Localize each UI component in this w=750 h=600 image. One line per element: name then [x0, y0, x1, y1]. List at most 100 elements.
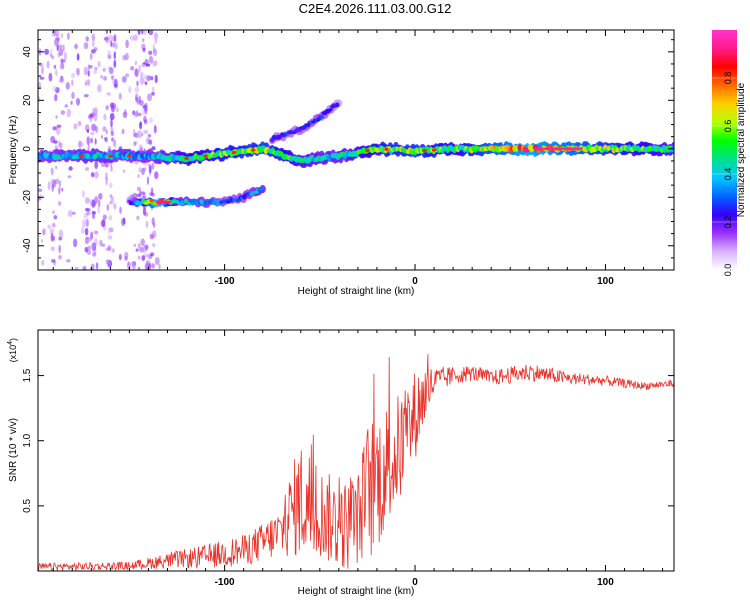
- spectrogram-xlabel: Height of straight line (km): [298, 286, 415, 297]
- noise-speck: [109, 182, 113, 189]
- colorbar-tick-label: 0.4: [723, 168, 733, 181]
- noise-speck: [94, 126, 97, 131]
- noise-speck: [55, 115, 58, 119]
- noise-speck: [61, 59, 66, 63]
- noise-speck: [148, 50, 153, 56]
- colorbar-ticks: 0.0 0.2 0.4 0.6 0.8: [712, 72, 737, 276]
- noise-speck: [125, 73, 130, 78]
- noise-speck: [53, 64, 57, 69]
- noise-speck: [118, 254, 122, 261]
- noise-speck: [53, 140, 58, 144]
- noise-speck: [84, 236, 90, 244]
- noise-speck: [102, 214, 107, 220]
- noise-speck: [94, 171, 99, 179]
- noise-speck: [83, 94, 89, 98]
- x-tick-label: 0: [412, 577, 418, 588]
- noise-speck: [100, 220, 106, 227]
- noise-speck: [58, 187, 61, 195]
- noise-speck: [82, 219, 87, 228]
- noise-speck: [98, 193, 103, 200]
- noise-speck: [136, 80, 139, 87]
- figure-title: C2E4.2026.111.03.00.G12: [299, 1, 452, 16]
- noise-speck: [46, 60, 50, 69]
- hot-spot: [551, 147, 564, 151]
- noise-speck: [103, 76, 107, 81]
- noise-speck: [107, 245, 112, 251]
- noise-speck: [135, 248, 139, 252]
- trace-core: [319, 115, 325, 119]
- noise-speck: [135, 96, 139, 103]
- noise-speck: [53, 215, 58, 220]
- noise-speck: [153, 124, 157, 134]
- noise-speck: [51, 259, 56, 263]
- noise-speck: [145, 63, 151, 67]
- noise-speck: [148, 30, 154, 36]
- noise-speck: [106, 92, 111, 96]
- noise-speck: [128, 86, 132, 94]
- noise-speck: [144, 59, 149, 66]
- noise-speck: [55, 165, 58, 170]
- noise-speck: [65, 82, 70, 90]
- noise-speck: [41, 66, 44, 75]
- noise-speck: [113, 51, 117, 60]
- noise-speck: [121, 76, 127, 83]
- noise-speck: [141, 255, 146, 261]
- noise-speck: [87, 64, 91, 71]
- hot-spot: [251, 148, 256, 152]
- noise-speck: [97, 60, 101, 68]
- noise-speck: [110, 40, 113, 48]
- noise-speck: [136, 215, 140, 221]
- noise-speck: [133, 243, 137, 248]
- noise-speck: [109, 194, 113, 198]
- hot-spot: [532, 147, 545, 151]
- y-tick-label: 0: [22, 146, 33, 152]
- noise-speck: [91, 199, 96, 208]
- noise-speck: [38, 188, 43, 192]
- noise-speck: [42, 228, 46, 236]
- noise-speck: [52, 236, 56, 241]
- noise-speck: [105, 129, 108, 135]
- noise-speck: [114, 42, 118, 50]
- noise-speck: [154, 171, 159, 180]
- noise-speck: [97, 206, 100, 214]
- noise-speck: [152, 48, 158, 57]
- noise-speck: [100, 135, 104, 139]
- noise-speck: [92, 252, 97, 257]
- noise-speck: [38, 81, 42, 90]
- noise-speck: [91, 172, 95, 178]
- noise-speck: [124, 52, 129, 61]
- noise-speck: [142, 207, 147, 216]
- noise-speck: [132, 261, 136, 270]
- snr-axis-ticks: -100 0 100 0.5 1.0 1.5: [22, 330, 674, 588]
- noise-speck: [102, 67, 106, 72]
- noise-speck: [151, 91, 155, 96]
- noise-speck: [146, 176, 150, 186]
- noise-speck: [133, 34, 139, 41]
- y-tick-label: 20: [22, 94, 33, 106]
- hot-spot: [561, 147, 574, 151]
- noise-speck: [84, 197, 90, 204]
- noise-speck: [144, 253, 149, 258]
- trace-core: [335, 102, 340, 108]
- noise-speck: [71, 79, 74, 86]
- noise-speck: [122, 217, 126, 225]
- noise-speck: [70, 100, 73, 105]
- noise-speck: [138, 167, 142, 173]
- noise-speck: [76, 53, 80, 61]
- noise-speck: [40, 260, 45, 266]
- noise-speck: [54, 178, 60, 185]
- hot-spot: [108, 154, 113, 158]
- hot-spot: [384, 147, 389, 151]
- noise-speck: [58, 79, 63, 83]
- noise-speck: [150, 76, 154, 81]
- noise-speck: [105, 105, 109, 111]
- hot-spot: [231, 150, 237, 154]
- noise-speck: [147, 163, 152, 167]
- spectrogram-frame: [37, 29, 675, 271]
- noise-speck: [97, 84, 102, 93]
- noise-speck: [138, 144, 144, 151]
- noise-speck: [89, 53, 93, 60]
- noise-speck: [132, 128, 136, 138]
- noise-speck: [122, 169, 125, 174]
- noise-speck: [84, 227, 89, 236]
